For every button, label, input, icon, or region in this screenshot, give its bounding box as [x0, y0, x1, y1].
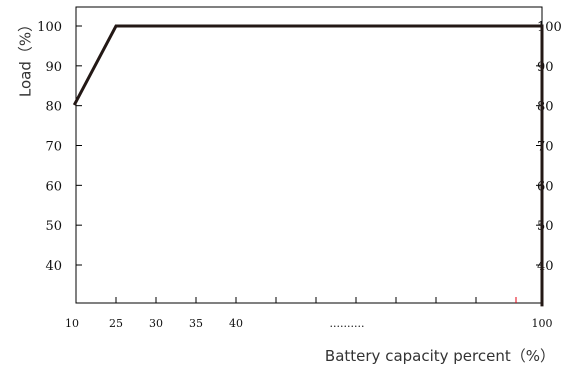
y-tick-label: 40 [45, 259, 62, 274]
y-right-tick-label: 60 [537, 179, 554, 194]
x-tick-label: 35 [189, 317, 203, 330]
y-right-tick-label: 70 [537, 140, 554, 155]
y-tick-label: 80 [45, 100, 62, 115]
x-tick-label: 25 [109, 317, 123, 330]
y-right-tick-label: 50 [537, 219, 554, 234]
y-tick-label: 60 [45, 179, 62, 194]
x-axis-title: Battery capacity percent（%） [325, 347, 555, 365]
y-right-tick-label: 40 [537, 259, 554, 274]
y-axis-title-group: Load（%） [17, 17, 35, 97]
x-axis-ellipsis: .......... [330, 317, 365, 330]
load-line [75, 26, 542, 305]
y-right-tick-label: 80 [537, 100, 554, 115]
y-tick-label: 90 [45, 60, 62, 75]
x-tick-label: 100 [532, 317, 553, 330]
x-tick-label: 40 [229, 317, 243, 330]
y-right-tick-label: 90 [537, 60, 554, 75]
x-tick-label: 30 [149, 317, 163, 330]
y-axis-title: Load（%） [17, 17, 35, 97]
y-tick-label: 50 [45, 219, 62, 234]
y-tick-label: 100 [37, 20, 62, 35]
plot-frame [76, 7, 542, 303]
x-tick-label: 10 [65, 317, 79, 330]
y-tick-label: 70 [45, 140, 62, 155]
